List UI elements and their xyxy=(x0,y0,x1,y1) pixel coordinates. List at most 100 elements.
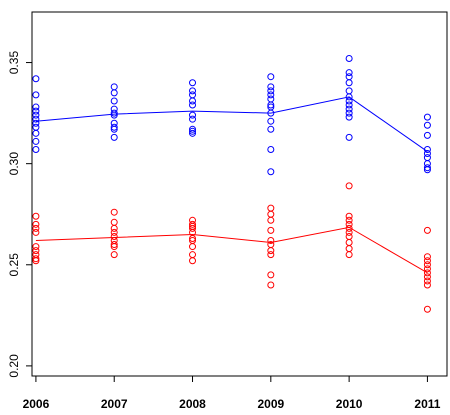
series-1-point xyxy=(189,251,197,259)
series-0-point xyxy=(189,115,197,123)
series-0-point xyxy=(32,137,40,145)
series-0-point xyxy=(189,111,197,119)
series-1-point xyxy=(32,243,40,251)
series-1-point xyxy=(423,281,431,289)
series-1-point xyxy=(110,232,118,240)
series-0-point xyxy=(423,164,431,172)
series-1-point xyxy=(110,218,118,226)
series-0-point xyxy=(423,131,431,139)
series-0-point xyxy=(423,166,431,174)
series-0-point xyxy=(267,95,275,103)
series-0-point xyxy=(423,146,431,154)
series-1-point xyxy=(267,237,275,245)
series-0-point xyxy=(110,133,118,141)
series-0-point xyxy=(110,125,118,133)
series-0-point xyxy=(32,91,40,99)
series-1-point xyxy=(267,204,275,212)
series-0-point xyxy=(345,55,353,63)
series-0-point xyxy=(423,154,431,162)
series-1-point xyxy=(267,210,275,218)
series-1-point xyxy=(32,220,40,228)
series-1-point xyxy=(345,216,353,224)
series-0-point xyxy=(32,146,40,154)
series-0-point xyxy=(110,89,118,97)
series-0-point xyxy=(189,125,197,133)
x-tick-label: 2008 xyxy=(179,397,206,411)
series-1-point xyxy=(345,220,353,228)
series-1-point xyxy=(267,216,275,224)
x-tick-label: 2011 xyxy=(414,397,440,411)
y-tick-label: 0.30 xyxy=(7,152,21,176)
series-0-point xyxy=(267,125,275,133)
series-0-point xyxy=(345,105,353,113)
series-0-point xyxy=(345,133,353,141)
x-tick-label: 2007 xyxy=(101,397,128,411)
series-1-point xyxy=(267,247,275,255)
series-1-point xyxy=(423,277,431,285)
series-0-point xyxy=(110,83,118,91)
series-1-point xyxy=(189,243,197,251)
series-0-point xyxy=(32,75,40,83)
series-1-point xyxy=(345,245,353,253)
series-1-point xyxy=(267,226,275,234)
series-1-point xyxy=(267,251,275,259)
y-axis: 0.20 0.25 0.30 0.35 xyxy=(7,51,32,378)
series-0-point xyxy=(267,109,275,117)
series-0-point xyxy=(189,101,197,109)
series-0-point xyxy=(110,123,118,131)
series-0-point xyxy=(267,87,275,95)
series-1-point xyxy=(345,224,353,232)
series-1-point xyxy=(423,226,431,234)
series-0-point xyxy=(267,73,275,81)
series-1-point xyxy=(345,251,353,259)
series-0-point xyxy=(32,123,40,131)
series-1-point xyxy=(110,224,118,232)
series-0-point xyxy=(267,101,275,109)
series-0-point xyxy=(345,109,353,117)
series-1-point xyxy=(32,257,40,265)
x-tick-label: 2010 xyxy=(336,397,363,411)
series-0-point xyxy=(110,109,118,117)
series-0-point xyxy=(110,97,118,105)
series-1-point xyxy=(110,251,118,259)
series-0-point xyxy=(189,129,197,137)
series-0-point xyxy=(267,117,275,125)
series-0-point xyxy=(189,127,197,135)
x-tick-label: 2009 xyxy=(257,397,284,411)
series-0-point xyxy=(345,93,353,101)
series-1-point xyxy=(110,243,118,251)
series-1-point xyxy=(423,265,431,273)
series-0-point xyxy=(423,121,431,129)
series-1-point xyxy=(32,255,40,263)
series-1-point xyxy=(189,234,197,242)
series-1-point xyxy=(423,257,431,265)
series-0-point xyxy=(189,97,197,105)
series-0-point xyxy=(423,150,431,158)
series-0-trend-line xyxy=(35,96,428,152)
series-0-point xyxy=(267,91,275,99)
y-tick-label: 0.20 xyxy=(7,354,21,378)
plot-frame xyxy=(31,11,448,377)
series-0-point xyxy=(345,73,353,81)
series-1-point xyxy=(267,281,275,289)
series-0-point xyxy=(32,129,40,137)
series-layer xyxy=(32,55,431,313)
x-axis: 2006 2007 2008 2009 2010 2011 xyxy=(23,376,441,411)
x-tick-label: 2006 xyxy=(23,397,50,411)
series-1-point xyxy=(110,241,118,249)
series-0 xyxy=(32,55,431,176)
series-0-point xyxy=(423,113,431,121)
series-1-point xyxy=(267,271,275,279)
series-1-point xyxy=(189,257,197,265)
series-0-point xyxy=(32,119,40,127)
series-0-point xyxy=(189,87,197,95)
series-0-point xyxy=(267,146,275,154)
series-0-point xyxy=(32,107,40,115)
series-0-point xyxy=(267,168,275,176)
series-1-trend-line xyxy=(35,226,428,274)
series-1-point xyxy=(423,273,431,281)
series-1-point xyxy=(423,305,431,313)
series-1-point xyxy=(32,247,40,255)
